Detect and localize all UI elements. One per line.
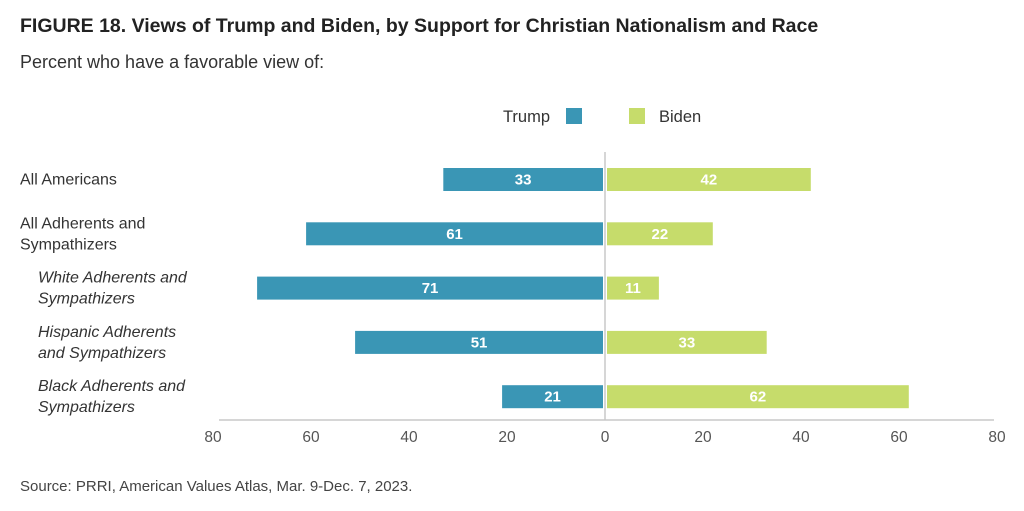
biden-value-label: 42 bbox=[701, 172, 718, 189]
trump-bar bbox=[355, 330, 603, 354]
biden-bar bbox=[607, 168, 811, 191]
trump-value-label: 61 bbox=[446, 226, 463, 243]
biden-bar bbox=[607, 222, 713, 246]
trump-bar bbox=[443, 168, 603, 191]
x-tick-label: 60 bbox=[890, 429, 908, 446]
chart-title: FIGURE 18. Views of Trump and Biden, by … bbox=[20, 15, 819, 37]
biden-bar bbox=[607, 385, 909, 409]
trump-bar bbox=[306, 222, 603, 246]
trump-value-label: 33 bbox=[515, 172, 532, 189]
category-label: Hispanic Adherents and Sympathizers bbox=[38, 324, 176, 362]
trump-value-label: 21 bbox=[544, 389, 561, 406]
x-tick-label: 60 bbox=[302, 429, 320, 446]
legend-label-biden: Biden bbox=[659, 108, 701, 126]
x-axis: 80 60 40 20 0 20 40 60 80 bbox=[204, 152, 1006, 446]
legend-swatch-trump bbox=[566, 108, 582, 124]
x-tick-label: 80 bbox=[204, 429, 222, 446]
category-label: White Adherents and Sympathizers bbox=[38, 270, 188, 308]
legend-swatch-biden bbox=[629, 108, 645, 124]
x-tick-label: 80 bbox=[988, 429, 1006, 446]
x-tick-label: 0 bbox=[601, 429, 610, 446]
trump-value-label: 51 bbox=[471, 334, 488, 351]
category-labels: All Americans All Adherents and Sympathize… bbox=[20, 172, 188, 417]
category-label: All Americans bbox=[20, 172, 117, 189]
x-tick-label: 40 bbox=[792, 429, 810, 446]
x-tick-label: 20 bbox=[694, 429, 712, 446]
category-label: All Adherents and Sympathizers bbox=[20, 215, 145, 253]
source-note: Source: PRRI, American Values Atlas, Mar… bbox=[20, 478, 413, 495]
diverging-bar-chart: Trump Biden All Americans All Adherents an… bbox=[20, 108, 1006, 446]
x-tick-label: 40 bbox=[400, 429, 418, 446]
bars: 33 61 71 51 21 42 22 11 33 62 bbox=[257, 168, 909, 409]
legend: Trump Biden bbox=[503, 108, 701, 126]
category-label: Black Adherents and Sympathizers bbox=[38, 378, 186, 416]
biden-bar bbox=[607, 276, 659, 300]
biden-value-label: 33 bbox=[679, 334, 696, 351]
chart-subtitle: Percent who have a favorable view of: bbox=[20, 52, 325, 72]
trump-bar bbox=[257, 276, 603, 300]
trump-value-label: 71 bbox=[422, 280, 439, 297]
biden-value-label: 62 bbox=[750, 389, 767, 406]
x-tick-label: 20 bbox=[498, 429, 516, 446]
biden-value-label: 22 bbox=[652, 226, 669, 243]
biden-bar bbox=[607, 330, 767, 354]
legend-label-trump: Trump bbox=[503, 108, 550, 126]
trump-bar bbox=[502, 385, 603, 409]
biden-value-label: 11 bbox=[625, 280, 641, 297]
